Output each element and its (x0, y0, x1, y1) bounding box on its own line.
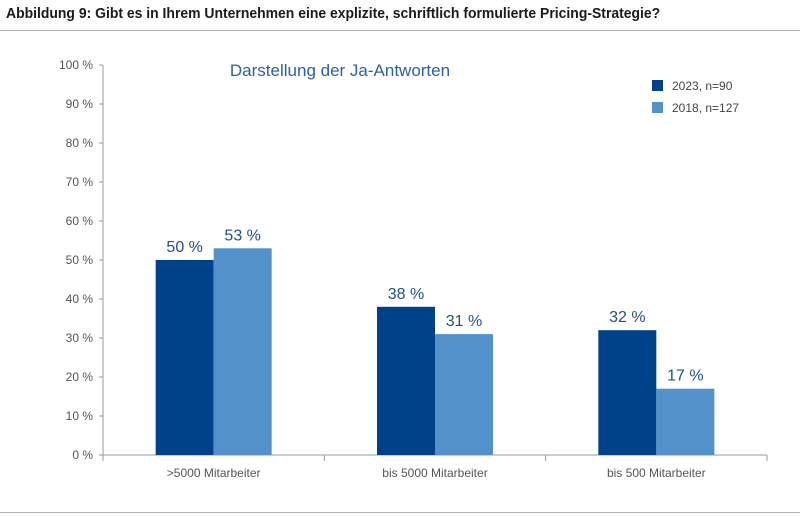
bar (213, 248, 272, 455)
x-tick-label: >5000 Mitarbeiter (167, 466, 261, 480)
y-tick-label: 50 % (66, 253, 94, 267)
legend-swatch (652, 102, 663, 113)
bar-data-label: 50 % (166, 239, 202, 256)
x-tick-label: bis 500 Mitarbeiter (607, 466, 706, 480)
bar-data-label: 31 % (446, 313, 482, 330)
bottom-divider (0, 512, 800, 513)
bar (155, 260, 214, 455)
y-tick-label: 90 % (66, 97, 94, 111)
y-tick-label: 70 % (66, 175, 94, 189)
y-tick-label: 60 % (66, 214, 94, 228)
bar (598, 330, 657, 455)
legend-label: 2018, n=127 (672, 101, 739, 115)
chart-title: Darstellung der Ja-Antworten (230, 61, 450, 80)
y-tick-label: 10 % (66, 409, 94, 423)
legend: 2023, n=90 2018, n=127 (652, 79, 739, 115)
bar (435, 334, 493, 455)
top-divider (0, 30, 800, 31)
y-tick-label: 100 % (59, 58, 93, 72)
y-tick-label: 40 % (66, 292, 94, 306)
y-tick-label: 20 % (66, 370, 94, 384)
figure-title: Abbildung 9: Gibt es in Ihrem Unternehme… (6, 5, 661, 22)
y-tick-label: 0 % (72, 448, 93, 462)
axes: 0 % 10 % 20 % 30 % 40 % 50 % 60 % 70 % 80 % 90 % 1… (59, 58, 768, 480)
legend-label: 2023, n=90 (672, 79, 733, 93)
bar-data-label: 53 % (224, 227, 260, 244)
bar-data-label: 38 % (388, 286, 424, 303)
y-tick-label: 30 % (66, 331, 94, 345)
legend-swatch (652, 80, 663, 91)
bar-data-label: 17 % (667, 368, 703, 385)
bar-data-label: 32 % (609, 309, 645, 326)
bars: 50 % 53 % 38 % 31 % 32 % 17 % (155, 227, 715, 455)
bar (656, 388, 715, 455)
bar (377, 306, 435, 455)
x-tick-label: bis 5000 Mitarbeiter (382, 466, 487, 480)
y-tick-label: 80 % (66, 136, 94, 150)
